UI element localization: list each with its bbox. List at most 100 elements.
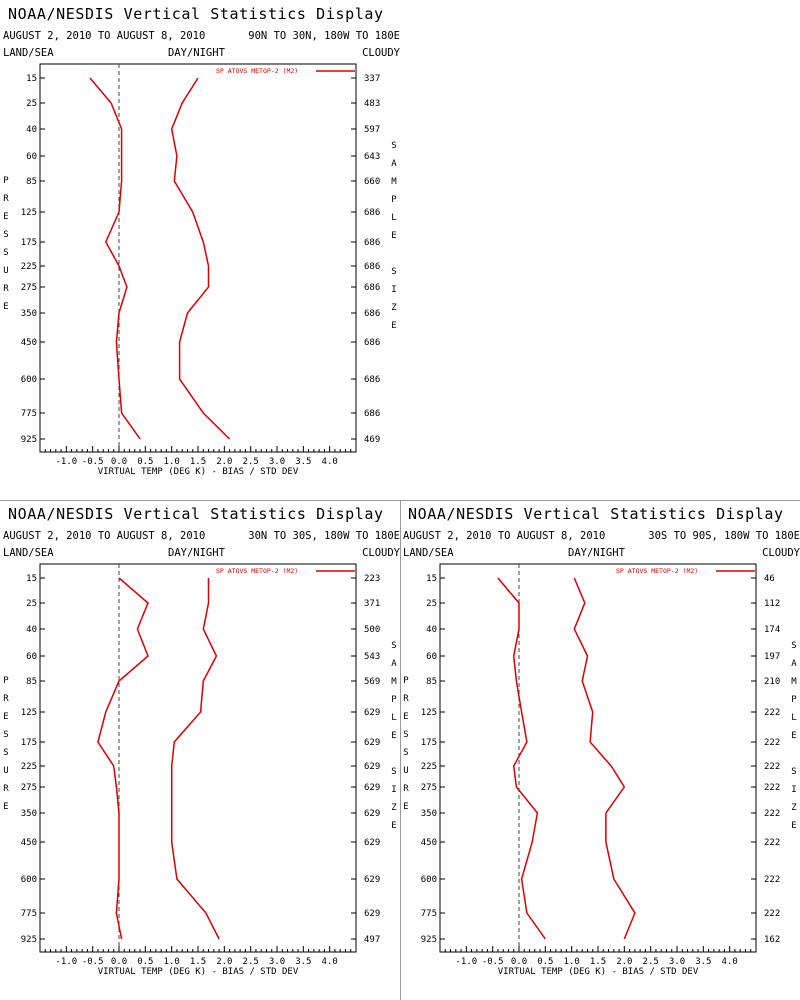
pressure-level-label: 775 xyxy=(21,409,37,419)
x-tick-label: -0.5 xyxy=(482,957,504,967)
x-tick-label: 3.5 xyxy=(695,957,711,967)
legend-label: SP ATOVS METOP-2 (M2) xyxy=(216,567,298,575)
pressure-level-label: 450 xyxy=(21,338,37,348)
bias-series-line xyxy=(89,77,141,440)
chart-panel-2: NOAA/NESDIS Vertical Statistics Display … xyxy=(0,500,400,1000)
legend-label: SP ATOVS METOP-2 (M2) xyxy=(216,67,298,75)
panel-title: NOAA/NESDIS Vertical Statistics Display xyxy=(408,505,784,523)
cloudy-label: CLOUDY xyxy=(362,547,400,559)
pressure-level-label: 175 xyxy=(421,738,437,748)
x-tick-label: -0.5 xyxy=(82,957,104,967)
x-axis-label: VIRTUAL TEMP (DEG K) - BIAS / STD DEV xyxy=(98,467,299,477)
region-label: 30N TO 30S, 180W TO 180E xyxy=(248,530,400,542)
x-tick-label: 1.5 xyxy=(190,457,206,467)
pressure-level-label: 60 xyxy=(26,652,37,662)
chart-panel-3: NOAA/NESDIS Vertical Statistics Display … xyxy=(400,500,800,1000)
sample-size-label: 222 xyxy=(764,708,780,718)
sample-size-label: 643 xyxy=(364,152,380,162)
land-sea-label: LAND/SEA xyxy=(3,47,54,59)
sample-size-label: 222 xyxy=(764,783,780,793)
x-tick-label: 2.5 xyxy=(243,957,259,967)
sample-size-label: 222 xyxy=(764,738,780,748)
sample-size-label: 162 xyxy=(764,935,780,945)
x-tick-label: 3.0 xyxy=(269,457,285,467)
sample-size-label: 569 xyxy=(364,677,380,687)
pressure-level-label: 25 xyxy=(26,599,37,609)
sample-size-label: 222 xyxy=(764,838,780,848)
plot-frame xyxy=(39,63,357,453)
land-sea-label: LAND/SEA xyxy=(403,547,454,559)
sample-size-label: 686 xyxy=(364,262,380,272)
plot-frame xyxy=(39,563,357,953)
pressure-level-label: 925 xyxy=(21,435,37,445)
x-axis-label: VIRTUAL TEMP (DEG K) - BIAS / STD DEV xyxy=(98,967,299,977)
x-tick-label: -1.0 xyxy=(55,957,77,967)
panel-divider-vertical xyxy=(400,500,401,1000)
x-axis-label: VIRTUAL TEMP (DEG K) - BIAS / STD DEV xyxy=(498,967,699,977)
day-night-label: DAY/NIGHT xyxy=(168,47,225,59)
day-night-label: DAY/NIGHT xyxy=(568,547,625,559)
pressure-level-label: 40 xyxy=(426,625,437,635)
x-tick-label: 2.5 xyxy=(243,457,259,467)
pressure-level-label: 85 xyxy=(26,177,37,187)
pressure-level-label: 175 xyxy=(21,738,37,748)
pressure-level-label: 925 xyxy=(421,935,437,945)
pressure-level-label: 40 xyxy=(26,125,37,135)
panel-title: NOAA/NESDIS Vertical Statistics Display xyxy=(8,505,384,523)
pressure-level-label: 350 xyxy=(421,809,437,819)
pressure-level-label: 15 xyxy=(26,574,37,584)
pressure-level-label: 85 xyxy=(426,677,437,687)
x-tick-label: 0.0 xyxy=(111,957,127,967)
sample-size-label: 686 xyxy=(364,409,380,419)
pressure-level-label: 25 xyxy=(26,99,37,109)
pressure-level-label: 25 xyxy=(426,599,437,609)
x-tick-label: -0.5 xyxy=(82,457,104,467)
x-tick-label: 3.5 xyxy=(295,457,311,467)
pressure-level-label: 775 xyxy=(21,909,37,919)
pressure-level-label: 225 xyxy=(21,262,37,272)
date-range: AUGUST 2, 2010 TO AUGUST 8, 2010 xyxy=(3,530,206,542)
sample-size-label: 210 xyxy=(764,677,780,687)
x-tick-label: 3.5 xyxy=(295,957,311,967)
bias-series-line xyxy=(97,577,149,940)
x-tick-label: 2.0 xyxy=(216,457,232,467)
sample-size-label: 629 xyxy=(364,875,380,885)
sample-size-label: 686 xyxy=(364,309,380,319)
pressure-level-label: 275 xyxy=(421,783,437,793)
sample-size-label: 223 xyxy=(364,574,380,584)
sample-size-label: 222 xyxy=(764,809,780,819)
sample-size-label: 629 xyxy=(364,909,380,919)
pressure-level-label: 350 xyxy=(21,809,37,819)
day-night-label: DAY/NIGHT xyxy=(168,547,225,559)
x-tick-label: 1.0 xyxy=(164,957,180,967)
cloudy-label: CLOUDY xyxy=(362,47,400,59)
pressure-level-label: 450 xyxy=(421,838,437,848)
sample-size-label: 46 xyxy=(764,574,775,584)
sample-size-label: 222 xyxy=(764,875,780,885)
sample-size-label: 222 xyxy=(764,909,780,919)
pressure-level-label: 775 xyxy=(421,909,437,919)
pressure-level-label: 85 xyxy=(26,677,37,687)
pressure-level-label: 600 xyxy=(21,375,37,385)
date-range: AUGUST 2, 2010 TO AUGUST 8, 2010 xyxy=(3,30,206,42)
x-tick-label: 0.0 xyxy=(111,457,127,467)
pressure-level-label: 125 xyxy=(421,708,437,718)
pressure-level-label: 15 xyxy=(426,574,437,584)
chart-plot-1: -1.0 -0.5 0.0 0.5 1.0 1.5 2.0 2.5 3.0 3.5 4.0 VIRTU… xyxy=(21,63,380,477)
sample-size-label: 629 xyxy=(364,738,380,748)
sample-size-label: 497 xyxy=(364,935,380,945)
sample-size-label: 469 xyxy=(364,435,380,445)
pressure-level-label: 275 xyxy=(21,283,37,293)
land-sea-label: LAND/SEA xyxy=(3,547,54,559)
plot-frame xyxy=(439,563,757,953)
x-tick-label: 1.5 xyxy=(590,957,606,967)
x-tick-label: 3.0 xyxy=(269,957,285,967)
pressure-level-label: 40 xyxy=(26,625,37,635)
pressure-level-label: 275 xyxy=(21,783,37,793)
x-tick-label: 2.0 xyxy=(616,957,632,967)
sample-size-label: 686 xyxy=(364,338,380,348)
